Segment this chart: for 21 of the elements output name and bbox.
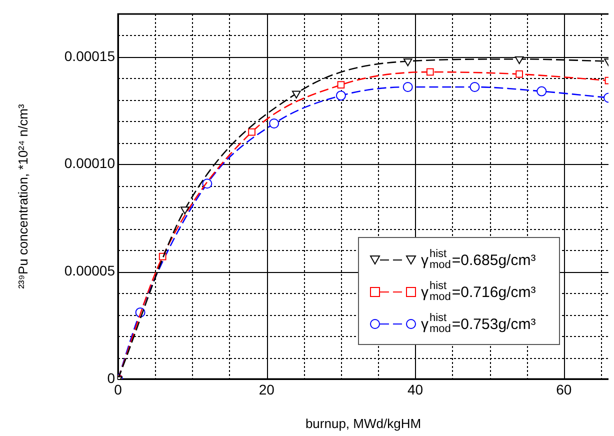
point (426, 68, 434, 76)
point (403, 58, 412, 66)
point (336, 90, 346, 101)
x-axis-title: burnup, MWd/kgHM (305, 416, 422, 431)
point (470, 82, 480, 92)
point (269, 118, 280, 128)
y-axis-title: ²³⁹Pu concentration, *10²⁴ n/cm³ (15, 104, 30, 289)
y-tick-label: 0 (107, 370, 116, 386)
point (337, 81, 345, 89)
point (536, 86, 547, 96)
point (402, 82, 413, 92)
x-tick-label: 60 (556, 381, 572, 398)
x-tick-label: 20 (258, 381, 275, 398)
y-tick-label: 0.00005 (64, 262, 116, 279)
y-tick-label: 0.00015 (64, 48, 116, 64)
point (514, 56, 524, 64)
y-tick-label: 0.00010 (64, 155, 116, 172)
x-tick-label: 40 (407, 381, 424, 398)
point (248, 128, 256, 136)
point (516, 70, 523, 78)
point (292, 90, 301, 98)
